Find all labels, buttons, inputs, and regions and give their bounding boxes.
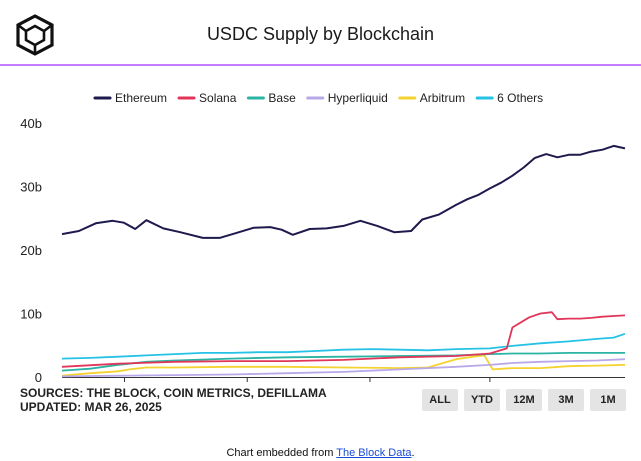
legend-item-ethereum[interactable]: Ethereum [93, 91, 167, 105]
series-line-arbitrum [61, 354, 626, 377]
legend-label-base: Base [268, 91, 296, 105]
legend-item-solana[interactable]: Solana [177, 91, 237, 105]
sources-note: SOURCES: THE BLOCK, COIN METRICS, DEFILL… [20, 386, 327, 414]
legend-label-6-others: 6 Others [497, 91, 543, 105]
y-tick-label: 30b [20, 180, 42, 195]
legend-item-6-others[interactable]: 6 Others [475, 91, 543, 105]
embed-prefix: Chart embedded from [226, 447, 334, 459]
series-line-ethereum [61, 144, 626, 239]
legend-item-base[interactable]: Base [246, 91, 296, 105]
chart-title: USDC Supply by Blockchain [206, 24, 435, 44]
legend-item-hyperliquid[interactable]: Hyperliquid [306, 91, 388, 105]
line-chart: Ethereum Solana Base Hyperliquid Arbitrum 6 O… [20, 91, 626, 382]
chart-series [61, 144, 626, 378]
chart-legend: Ethereum Solana Base Hyperliquid Arbitrum 6 O… [93, 91, 543, 105]
embed-note: Chart embedded from The Block Data. [0, 447, 641, 459]
range-button-3m[interactable]: 3M [548, 389, 584, 411]
legend-label-hyperliquid: Hyperliquid [328, 91, 388, 105]
range-button-ytd[interactable]: YTD [464, 389, 500, 411]
range-button-12m[interactable]: 12M [506, 389, 542, 411]
legend-label-ethereum: Ethereum [115, 91, 167, 105]
range-button-all[interactable]: ALL [422, 389, 458, 411]
series-line-hyperliquid [61, 358, 626, 378]
updated-text: UPDATED: MAR 26, 2025 [20, 400, 162, 414]
legend-item-arbitrum[interactable]: Arbitrum [398, 91, 465, 105]
embed-suffix: . [411, 447, 415, 459]
legend-label-arbitrum: Arbitrum [420, 91, 465, 105]
sources-text: SOURCES: THE BLOCK, COIN METRICS, DEFILL… [20, 386, 327, 400]
range-buttons: ALL YTD 12M 3M 1M [422, 389, 626, 411]
y-tick-label: 20b [20, 243, 42, 258]
the-block-logo-icon [16, 14, 54, 56]
range-button-1m[interactable]: 1M [590, 389, 626, 411]
chart-header: USDC Supply by Blockchain [0, 0, 641, 66]
series-line-6-others [61, 332, 626, 360]
series-line-solana [61, 311, 626, 368]
chart-axes: 010b20b30b40bApr '24Jul '24Oct '24Jan '2… [20, 116, 625, 382]
y-tick-label: 40b [20, 116, 42, 131]
legend-label-solana: Solana [199, 91, 237, 105]
the-block-data-link[interactable]: The Block Data [336, 447, 412, 459]
y-tick-label: 10b [20, 307, 42, 322]
y-tick-label: 0 [35, 370, 42, 382]
